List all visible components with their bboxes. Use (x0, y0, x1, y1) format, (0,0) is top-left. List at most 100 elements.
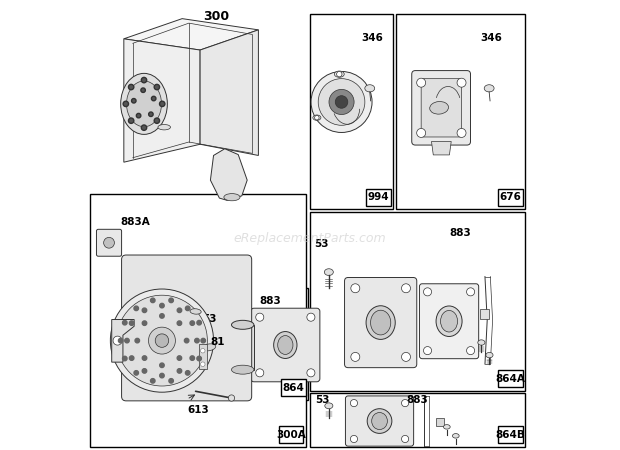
Circle shape (135, 338, 140, 343)
Circle shape (123, 320, 127, 325)
FancyBboxPatch shape (250, 308, 320, 382)
Ellipse shape (126, 81, 161, 127)
Text: eReplacementParts.com: eReplacementParts.com (234, 232, 386, 245)
Circle shape (123, 356, 127, 361)
Ellipse shape (231, 365, 254, 374)
Ellipse shape (231, 320, 254, 329)
Circle shape (113, 336, 122, 345)
Circle shape (457, 128, 466, 137)
Circle shape (142, 356, 147, 360)
Text: 53: 53 (316, 395, 330, 405)
Ellipse shape (205, 340, 213, 346)
Bar (278, 427, 303, 443)
Circle shape (195, 338, 199, 343)
Bar (396, 14, 525, 209)
Circle shape (141, 88, 145, 92)
Circle shape (314, 116, 319, 120)
Ellipse shape (273, 332, 297, 359)
Circle shape (151, 96, 156, 101)
Ellipse shape (202, 344, 216, 351)
Circle shape (184, 338, 189, 343)
Circle shape (130, 321, 134, 325)
Circle shape (177, 356, 182, 360)
Bar (480, 309, 489, 319)
Circle shape (134, 371, 138, 375)
FancyBboxPatch shape (97, 230, 122, 256)
Circle shape (423, 288, 432, 296)
Circle shape (402, 284, 410, 293)
Ellipse shape (453, 434, 459, 438)
Circle shape (329, 90, 354, 115)
Text: 864A: 864A (496, 374, 526, 384)
Polygon shape (432, 141, 451, 155)
Polygon shape (200, 30, 259, 155)
Circle shape (197, 356, 202, 361)
Ellipse shape (443, 425, 450, 429)
Polygon shape (210, 149, 247, 200)
Bar (199, 344, 207, 369)
Bar (498, 189, 523, 206)
Circle shape (423, 346, 432, 355)
Circle shape (117, 295, 207, 386)
Circle shape (118, 338, 123, 343)
Text: 613: 613 (187, 405, 210, 415)
Circle shape (151, 298, 155, 302)
Ellipse shape (436, 306, 462, 337)
Text: 883A: 883A (120, 216, 150, 227)
Text: 300A: 300A (276, 430, 306, 440)
Circle shape (200, 348, 205, 353)
Circle shape (350, 436, 358, 443)
Circle shape (177, 369, 182, 373)
Circle shape (104, 238, 115, 248)
Bar (191, 288, 308, 400)
Circle shape (197, 320, 202, 325)
Ellipse shape (313, 115, 321, 120)
Text: 994: 994 (368, 192, 389, 202)
Text: 883: 883 (450, 228, 472, 238)
Ellipse shape (334, 71, 344, 77)
Ellipse shape (190, 309, 202, 314)
Circle shape (131, 99, 136, 103)
Ellipse shape (478, 340, 485, 345)
Circle shape (159, 101, 165, 107)
Text: 883: 883 (407, 395, 428, 405)
Ellipse shape (365, 85, 374, 92)
Text: 53: 53 (314, 239, 329, 249)
Text: 346: 346 (480, 32, 502, 43)
Ellipse shape (278, 336, 293, 355)
Circle shape (149, 112, 153, 117)
Text: 676: 676 (500, 192, 521, 202)
Circle shape (160, 303, 164, 308)
Circle shape (141, 77, 147, 83)
Circle shape (136, 113, 141, 118)
Circle shape (185, 371, 190, 375)
Ellipse shape (324, 269, 334, 275)
Ellipse shape (371, 310, 391, 335)
Text: 300: 300 (203, 10, 229, 23)
Circle shape (110, 289, 213, 392)
Circle shape (307, 369, 315, 377)
Circle shape (417, 78, 426, 87)
Bar (366, 189, 391, 206)
Polygon shape (231, 325, 254, 370)
Circle shape (190, 356, 195, 360)
FancyBboxPatch shape (412, 71, 471, 145)
Ellipse shape (430, 102, 448, 114)
Circle shape (160, 363, 164, 368)
Circle shape (467, 288, 475, 296)
Circle shape (402, 352, 410, 361)
Circle shape (255, 369, 264, 377)
Ellipse shape (371, 413, 388, 430)
Polygon shape (124, 18, 259, 50)
Circle shape (160, 374, 164, 378)
Circle shape (457, 78, 466, 87)
Circle shape (142, 369, 147, 373)
Circle shape (142, 308, 147, 313)
Ellipse shape (325, 403, 333, 409)
Circle shape (177, 321, 182, 325)
Circle shape (142, 321, 147, 325)
Ellipse shape (121, 73, 167, 135)
Circle shape (402, 400, 409, 407)
Circle shape (201, 338, 205, 343)
Text: 81: 81 (210, 337, 225, 347)
